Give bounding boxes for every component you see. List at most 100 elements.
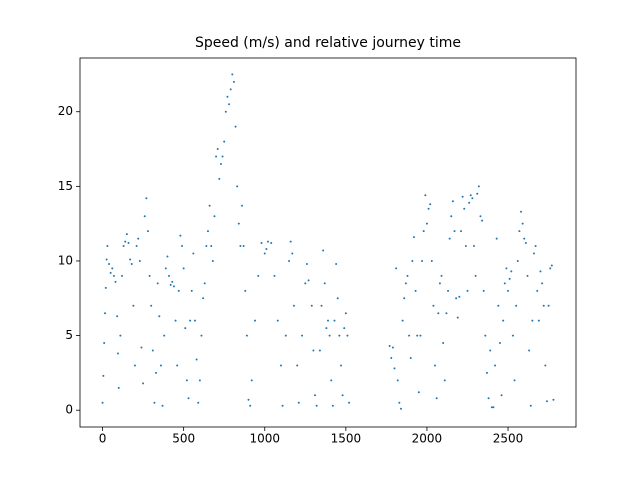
point	[158, 315, 161, 318]
point	[552, 398, 555, 401]
point	[447, 289, 450, 292]
point	[195, 358, 198, 361]
point	[124, 240, 127, 243]
point	[448, 237, 451, 240]
point	[429, 203, 432, 206]
point	[544, 364, 547, 367]
point	[156, 282, 159, 285]
point	[511, 334, 514, 337]
point	[536, 289, 539, 292]
point	[307, 279, 310, 282]
point	[549, 267, 552, 270]
point	[166, 255, 169, 258]
point	[132, 304, 135, 307]
point	[339, 364, 342, 367]
point	[314, 394, 317, 397]
y-tick-label: 20	[58, 104, 73, 118]
point	[398, 401, 401, 404]
point	[421, 259, 424, 262]
point	[315, 404, 318, 407]
point	[187, 397, 190, 400]
point	[399, 407, 402, 410]
point	[284, 334, 287, 337]
point	[106, 245, 109, 248]
point	[208, 204, 211, 207]
y-tick-label: 10	[58, 253, 73, 267]
point	[539, 270, 542, 273]
point	[526, 274, 529, 277]
point	[197, 401, 200, 404]
point	[395, 267, 398, 270]
point	[292, 304, 295, 307]
point	[458, 295, 461, 298]
point	[416, 334, 419, 337]
point	[150, 304, 153, 307]
point	[161, 404, 164, 407]
point	[438, 282, 441, 285]
point	[471, 197, 474, 200]
point	[270, 242, 273, 245]
point	[184, 327, 187, 330]
point	[190, 289, 193, 292]
point	[545, 400, 548, 403]
point	[104, 286, 107, 289]
point	[239, 245, 242, 248]
point	[336, 297, 339, 300]
point	[523, 237, 526, 240]
point	[155, 371, 158, 374]
point	[325, 327, 328, 330]
point	[417, 391, 420, 394]
point	[516, 259, 519, 262]
point	[327, 319, 329, 322]
point	[228, 103, 231, 106]
point	[153, 401, 156, 404]
point	[328, 334, 331, 337]
point	[529, 404, 532, 407]
point	[200, 334, 203, 337]
point	[537, 319, 540, 322]
point	[440, 274, 443, 277]
point	[503, 282, 506, 285]
point	[198, 379, 201, 382]
point	[532, 252, 535, 255]
point	[163, 334, 166, 337]
point	[341, 394, 344, 397]
point	[263, 252, 266, 255]
point	[414, 289, 417, 292]
point	[193, 319, 196, 322]
point	[151, 349, 154, 352]
point	[528, 349, 531, 352]
point	[176, 364, 179, 367]
point	[542, 304, 545, 307]
point	[331, 404, 334, 407]
point	[206, 230, 209, 233]
x-tick-label: 500	[172, 432, 195, 446]
point	[265, 248, 268, 251]
point	[547, 304, 550, 307]
point	[460, 230, 463, 233]
point	[148, 274, 151, 277]
point	[192, 252, 195, 255]
point	[408, 334, 411, 337]
point	[391, 346, 394, 349]
point	[348, 401, 351, 404]
point	[125, 233, 128, 236]
point	[338, 334, 341, 337]
point	[185, 379, 188, 382]
point	[411, 259, 414, 262]
point	[105, 258, 108, 261]
x-tick-label: 0	[99, 432, 107, 446]
point	[550, 264, 553, 267]
point	[487, 397, 490, 400]
point	[484, 334, 487, 337]
point	[244, 289, 247, 292]
point	[224, 110, 227, 113]
point	[174, 319, 177, 322]
point	[524, 242, 527, 245]
point	[276, 319, 279, 322]
point	[505, 267, 508, 270]
point	[234, 125, 237, 128]
point	[189, 319, 192, 322]
